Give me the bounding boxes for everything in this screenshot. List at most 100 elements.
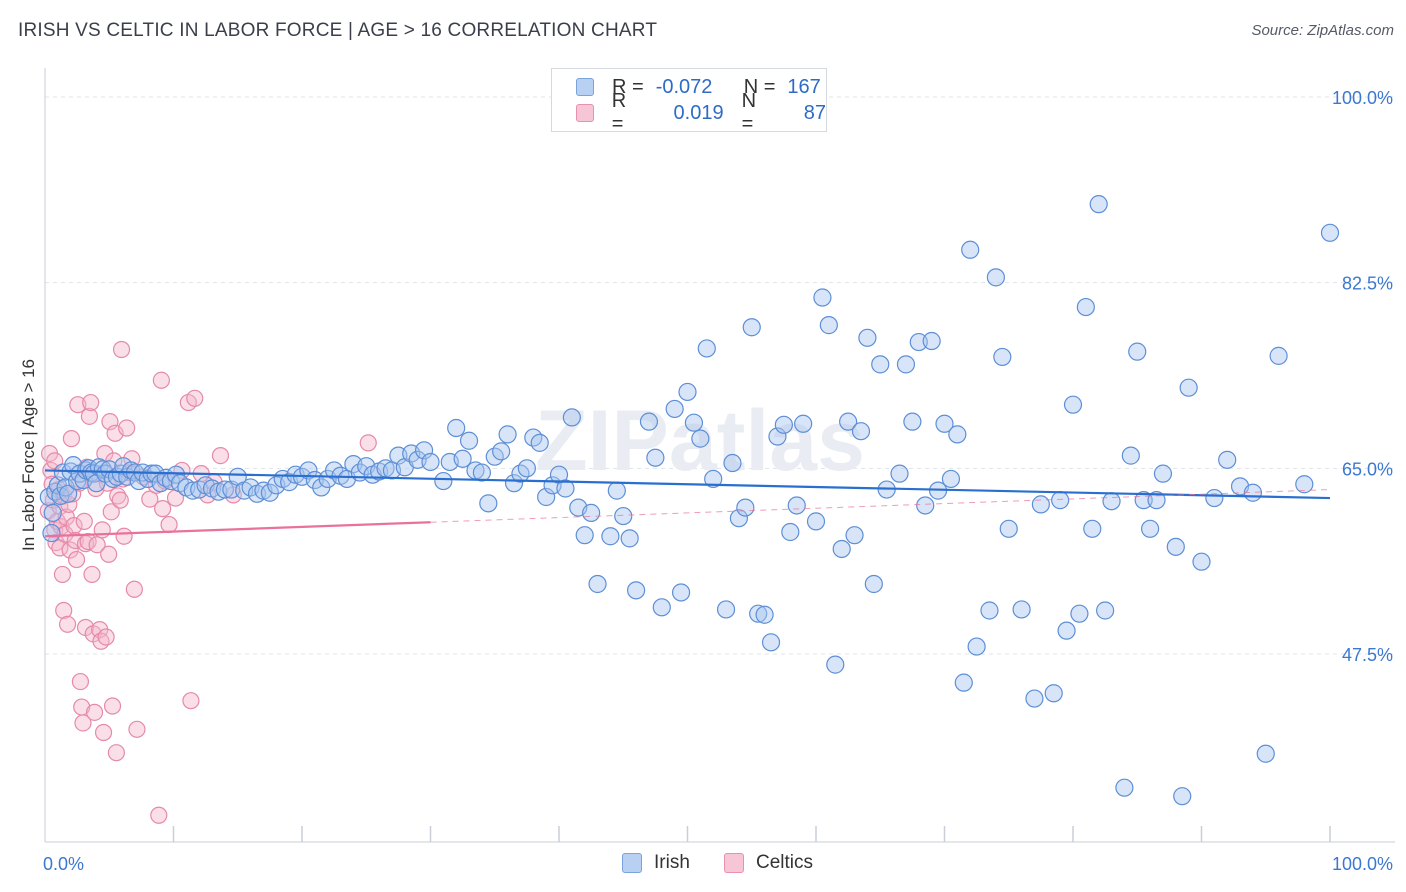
irish-point — [755, 605, 774, 624]
irish-point — [980, 601, 999, 620]
celtics-swatch — [576, 104, 594, 122]
irish-point — [601, 527, 620, 546]
celtics-point — [141, 490, 159, 508]
celtics-point — [83, 565, 101, 584]
irish-point — [813, 288, 832, 307]
irish-point — [59, 484, 78, 503]
irish-point — [492, 442, 511, 461]
celtics-point — [112, 340, 131, 359]
irish-point — [1179, 378, 1198, 397]
irish-point — [1153, 464, 1173, 483]
irish-point — [537, 487, 556, 507]
celtics-point — [125, 580, 143, 598]
trend-lines — [44, 469, 1331, 538]
irish-point — [479, 494, 498, 513]
y-tick-label: 100.0% — [1332, 88, 1393, 108]
irish-point — [575, 526, 594, 545]
irish-swatch — [622, 853, 642, 873]
irish-point — [967, 637, 986, 656]
irish-point — [1256, 744, 1275, 763]
celtics-point — [111, 491, 129, 509]
y-tick-label: 82.5% — [1342, 274, 1393, 294]
celtics-trend-extension — [430, 489, 1331, 523]
celtics-point — [118, 419, 136, 437]
irish-point — [691, 429, 710, 448]
irish-point — [1140, 519, 1160, 538]
irish-point — [678, 382, 697, 402]
irish-point — [1192, 552, 1211, 571]
irish-point — [736, 498, 755, 517]
irish-point — [704, 469, 723, 489]
celtics-point — [85, 703, 104, 721]
irish-point — [871, 355, 890, 374]
celtics-point — [154, 500, 172, 518]
irish-point — [620, 529, 639, 548]
r-label: R = — [611, 90, 627, 135]
legend-label-celtics: Celtics — [756, 852, 814, 873]
irish-trend-line — [44, 469, 1331, 500]
irish-point — [742, 318, 761, 337]
irish-point — [652, 598, 671, 617]
irish-point — [1173, 787, 1192, 806]
irish-point — [697, 339, 716, 358]
celtics-point — [115, 527, 133, 545]
irish-point — [729, 509, 749, 528]
x-tick-label: 100.0% — [1332, 854, 1393, 874]
irish-point — [646, 448, 665, 467]
legend-item-irish[interactable]: Irish — [622, 852, 690, 874]
irish-point — [1096, 601, 1115, 620]
irish-point — [504, 474, 524, 493]
irish-point — [864, 574, 883, 594]
celtics-point — [53, 565, 72, 584]
irish-point — [1115, 778, 1134, 797]
r-label: R = — [612, 75, 644, 98]
irish-point — [1295, 475, 1314, 494]
celtics-point — [66, 531, 84, 550]
irish-point — [1102, 492, 1121, 511]
n-label: N = — [741, 90, 757, 135]
axes — [44, 68, 1395, 843]
celtics-point — [359, 434, 377, 452]
irish-point — [922, 331, 941, 351]
irish-point — [1269, 346, 1288, 365]
irish-point — [999, 519, 1018, 538]
irish-point — [794, 414, 813, 433]
irish-point — [909, 332, 928, 352]
irish-point — [723, 453, 742, 473]
celtics-point — [58, 615, 77, 633]
irish-point — [582, 503, 601, 522]
irish-point — [447, 418, 466, 438]
irish-point — [781, 522, 800, 542]
celtics-point — [75, 512, 93, 530]
irish-point — [100, 460, 119, 479]
irish-point — [607, 481, 626, 500]
legend-item-celtics[interactable]: Celtics — [724, 852, 813, 874]
irish-point — [299, 461, 318, 480]
irish-swatch — [576, 78, 594, 96]
celtics-point — [61, 541, 79, 559]
legend-label-irish: Irish — [654, 852, 690, 873]
irish-point — [903, 412, 922, 431]
irish-point — [961, 240, 980, 259]
irish-point — [215, 480, 234, 499]
irish-point — [498, 425, 517, 444]
irish-point — [1128, 342, 1147, 361]
celtics-point — [128, 720, 146, 738]
irish-point — [530, 433, 549, 452]
irish-point — [774, 415, 793, 434]
irish-point — [671, 583, 691, 602]
irish-point — [1063, 395, 1083, 414]
irish-point — [1012, 600, 1031, 619]
irish-point — [43, 503, 62, 522]
irish-point — [556, 479, 575, 498]
celtics-point — [71, 672, 90, 691]
irish-point — [845, 526, 864, 545]
y-axis-label: In Labor Force | Age > 16 — [19, 359, 38, 551]
irish-point — [954, 673, 973, 692]
irish-point — [588, 574, 607, 594]
celtics-series — [39, 340, 377, 824]
irish-point — [819, 316, 838, 335]
irish-point — [1083, 519, 1102, 538]
celtics-trend-line — [44, 521, 431, 538]
irish-point — [562, 408, 581, 427]
